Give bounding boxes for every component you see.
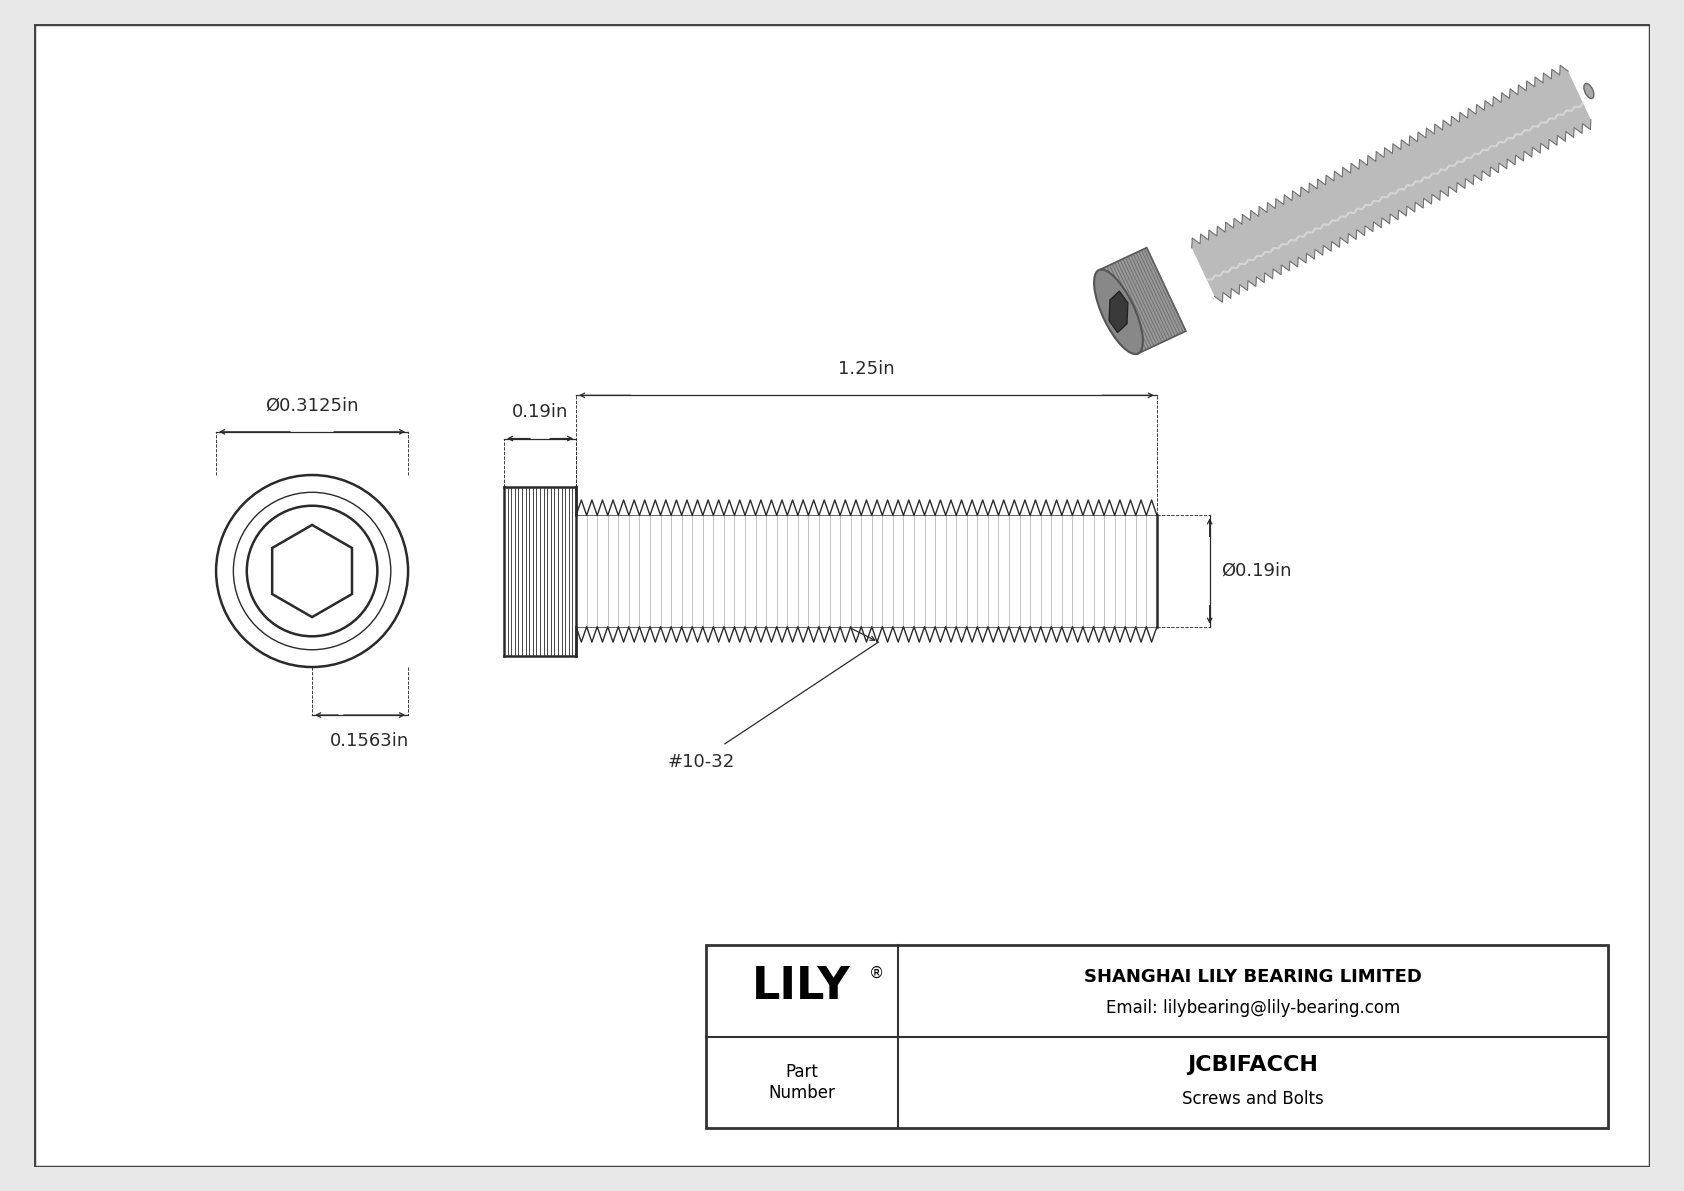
Text: Part
Number: Part Number <box>768 1062 835 1102</box>
Text: Ø0.3125in: Ø0.3125in <box>266 397 359 414</box>
Text: #10-32: #10-32 <box>667 754 734 772</box>
Text: LILY: LILY <box>753 965 850 1008</box>
Text: 0.19in: 0.19in <box>512 404 568 422</box>
Polygon shape <box>1192 66 1591 303</box>
Bar <box>706 946 1608 1128</box>
Polygon shape <box>1110 291 1128 332</box>
Text: ®: ® <box>869 966 884 981</box>
Text: Email: lilybearing@lily-bearing.com: Email: lilybearing@lily-bearing.com <box>1106 999 1399 1017</box>
Text: Ø0.19in: Ø0.19in <box>1221 562 1292 580</box>
Ellipse shape <box>1095 269 1143 354</box>
Text: 1.25in: 1.25in <box>839 360 894 378</box>
Text: 0.1563in: 0.1563in <box>330 732 409 750</box>
Text: SHANGHAI LILY BEARING LIMITED: SHANGHAI LILY BEARING LIMITED <box>1084 967 1421 986</box>
Polygon shape <box>1100 248 1186 354</box>
Ellipse shape <box>1585 83 1593 99</box>
Text: JCBIFACCH: JCBIFACCH <box>1187 1055 1319 1075</box>
Text: Screws and Bolts: Screws and Bolts <box>1182 1091 1324 1109</box>
